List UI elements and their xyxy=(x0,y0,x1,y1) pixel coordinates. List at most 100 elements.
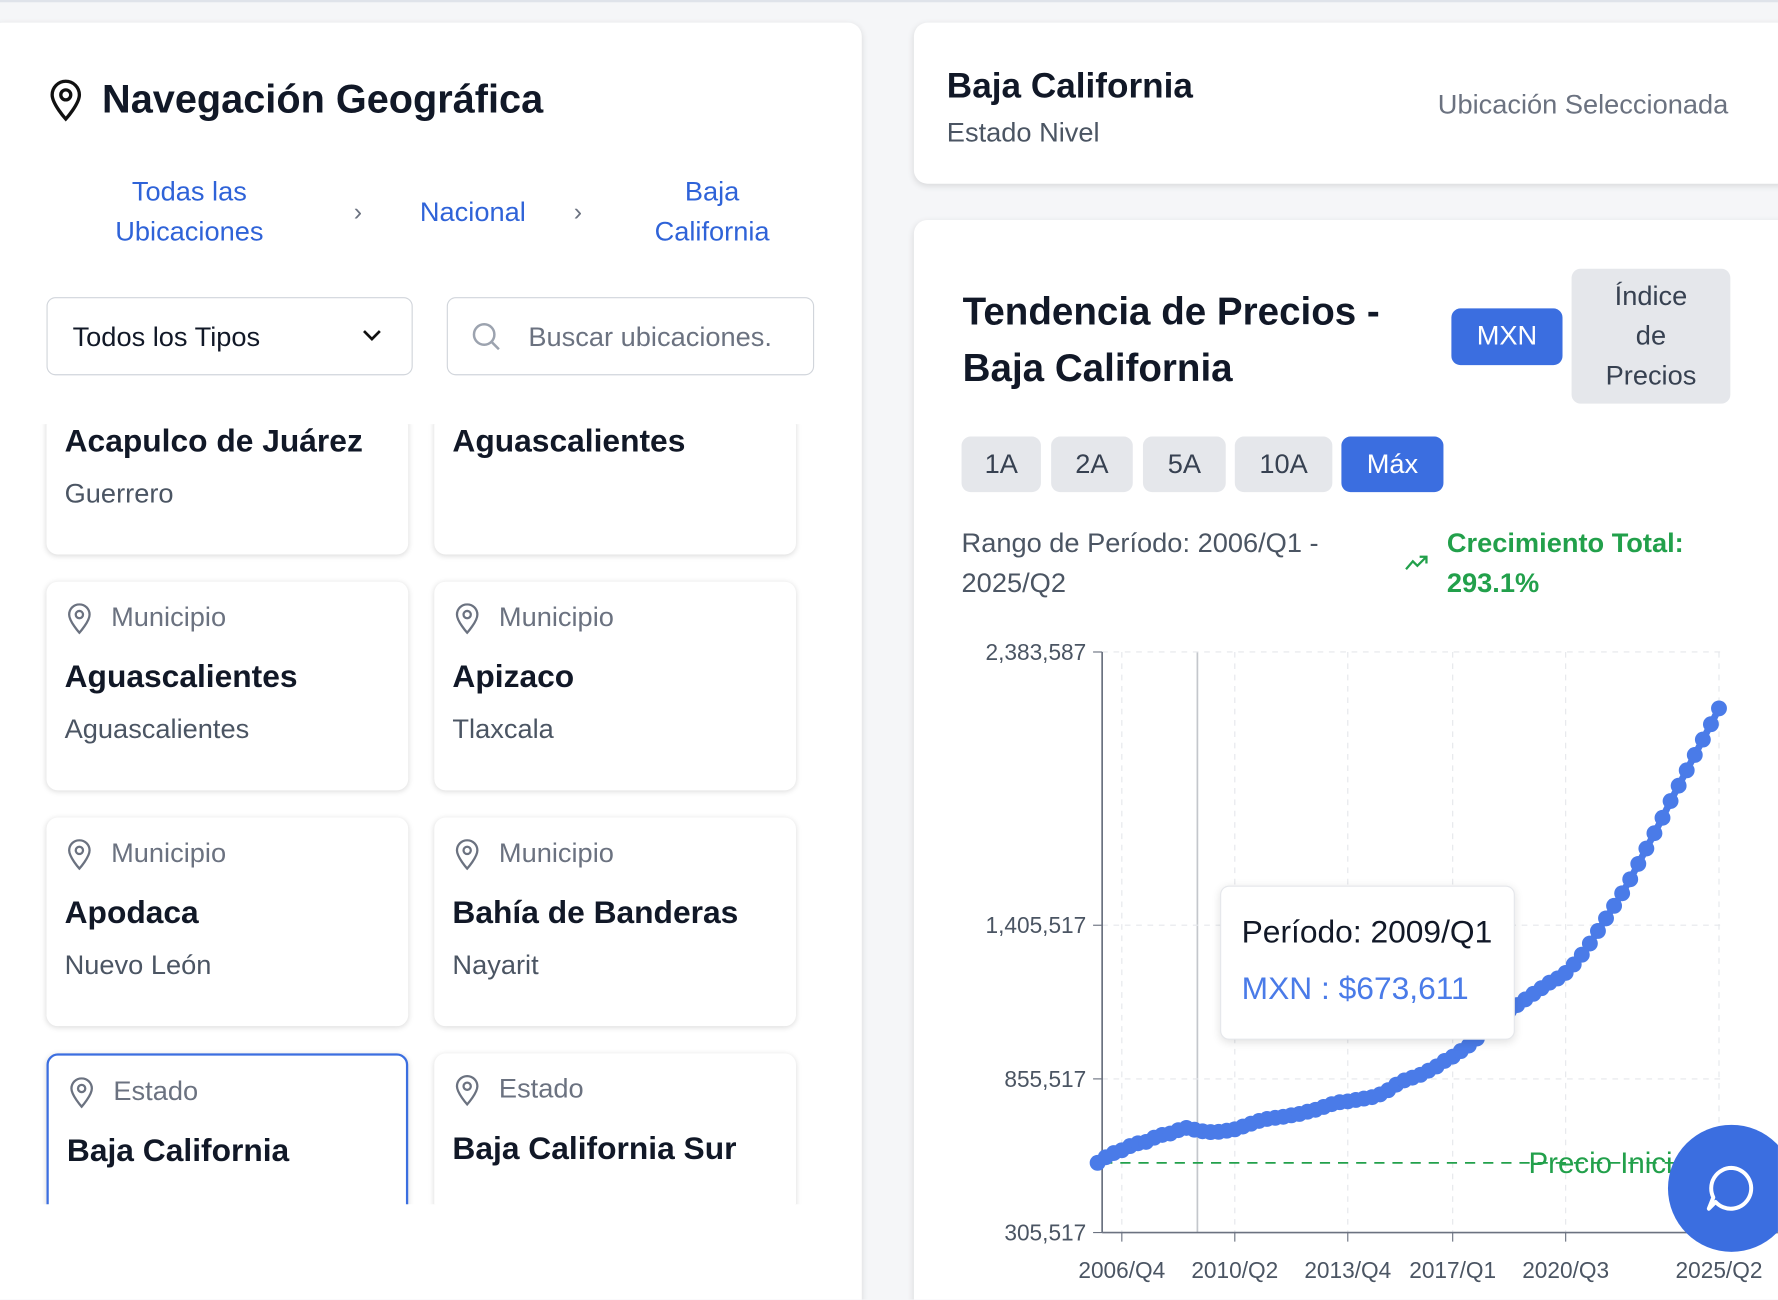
period-range: Rango de Período: 2006/Q1 - 2025/Q2 xyxy=(961,528,1319,599)
pin-icon xyxy=(68,839,91,871)
data-point xyxy=(1686,747,1703,763)
type-select[interactable]: Todos los Tipos xyxy=(46,297,413,376)
breadcrumb-separator: › xyxy=(573,197,583,226)
pin-outline xyxy=(455,1075,479,1107)
range-button[interactable]: Máx xyxy=(1341,436,1444,493)
data-point xyxy=(1702,716,1719,733)
x-tick-label: 2025/Q2 xyxy=(1676,1257,1763,1283)
data-point xyxy=(1630,855,1647,872)
location-type: Municipio xyxy=(498,602,614,633)
location-name: Aguascalientes xyxy=(452,424,686,459)
location-card[interactable]: Municipio Apodaca Nuevo León xyxy=(46,817,409,1027)
data-point xyxy=(1662,793,1679,809)
range-button[interactable]: 10A xyxy=(1234,436,1333,493)
data-point xyxy=(1678,762,1695,779)
data-point xyxy=(1622,871,1639,888)
data-point xyxy=(1590,923,1606,939)
pin-icon xyxy=(455,603,479,635)
pin-dot xyxy=(462,1081,472,1092)
y-tick-label: 855,517 xyxy=(1004,1066,1086,1092)
pin-icon xyxy=(50,79,82,122)
x-tick-label: 2020/Q3 xyxy=(1522,1257,1609,1283)
selected-location-card: Baja California Estado Nivel Ubicación S… xyxy=(913,22,1778,184)
data-point xyxy=(1606,897,1623,914)
location-card[interactable]: Aguascalientes xyxy=(434,424,796,555)
location-type: Municipio xyxy=(498,837,614,869)
location-card[interactable]: Estado Baja California xyxy=(46,1053,409,1205)
location-state: Nayarit xyxy=(452,950,539,981)
pin-icon xyxy=(68,603,91,635)
search-placeholder: Buscar ubicaciones. xyxy=(528,322,772,353)
y-tick-label: 2,383,587 xyxy=(985,639,1086,665)
data-point xyxy=(1711,700,1727,717)
location-card[interactable]: Acapulco de Juárez Guerrero xyxy=(46,424,409,555)
pin-icon xyxy=(455,839,479,871)
tooltip-value: MXN : $673,611 xyxy=(1241,970,1469,1006)
location-name: Aguascalientes xyxy=(64,658,298,694)
location-name: Acapulco de Juárez xyxy=(64,424,363,459)
range-button[interactable]: 1A xyxy=(961,436,1041,493)
trend-icon xyxy=(1405,555,1428,570)
select-value: Todos los Tipos xyxy=(72,322,261,353)
location-state: Aguascalientes xyxy=(64,714,250,745)
tooltip-period: Período: 2009/Q1 xyxy=(1241,913,1493,950)
range-button[interactable]: 5A xyxy=(1142,436,1226,493)
chart-title: Tendencia de Precios - Baja California xyxy=(962,290,1380,391)
location-card[interactable]: Estado Baja California Sur xyxy=(434,1053,796,1205)
data-point xyxy=(1670,777,1687,794)
pin-dot xyxy=(462,609,472,620)
y-tick-label: 1,405,517 xyxy=(985,912,1086,938)
location-type: Estado xyxy=(498,1073,584,1105)
index-toggle[interactable]: Índice de Precios xyxy=(1571,268,1731,404)
selected-label: Ubicación Seleccionada xyxy=(1437,89,1729,121)
pin-outline xyxy=(70,1077,93,1109)
pin-outline xyxy=(455,603,479,635)
pin-dot xyxy=(462,845,472,856)
location-type: Estado xyxy=(113,1076,199,1107)
data-point xyxy=(1614,885,1631,902)
total-growth: Crecimiento Total: 293.1% xyxy=(1446,528,1684,599)
search-input[interactable]: Buscar ubicaciones. xyxy=(446,297,815,376)
x-tick-label: 2006/Q4 xyxy=(1078,1257,1165,1283)
location-type: Municipio xyxy=(111,602,227,633)
location-card[interactable]: Municipio Apizaco Tlaxcala xyxy=(434,581,796,791)
selected-level: Estado Nivel xyxy=(946,117,1100,149)
breadcrumb-link[interactable]: Nacional xyxy=(419,197,526,228)
selected-name: Baja California xyxy=(946,65,1193,106)
reference-label: Precio Inicial xyxy=(1528,1147,1695,1180)
nav-title: Navegación Geográfica xyxy=(102,77,544,122)
currency-toggle[interactable]: MXN xyxy=(1451,308,1563,366)
chat-icon xyxy=(1706,1165,1754,1211)
tooltip: Período: 2009/Q1 MXN : $673,611 xyxy=(1220,885,1515,1040)
location-card[interactable]: Municipio Aguascalientes Aguascalientes xyxy=(46,581,409,791)
x-tick-label: 2017/Q1 xyxy=(1409,1257,1496,1283)
location-name: Apodaca xyxy=(64,894,199,930)
location-state: Guerrero xyxy=(64,478,174,510)
location-type: Municipio xyxy=(111,837,227,869)
data-point xyxy=(1598,910,1614,927)
chat-button[interactable] xyxy=(1667,1124,1778,1252)
location-name: Bahía de Banderas xyxy=(452,894,739,930)
data-point xyxy=(1638,840,1655,857)
data-point xyxy=(1646,825,1663,842)
location-card[interactable]: Municipio Bahía de Banderas Nayarit xyxy=(434,817,796,1027)
breadcrumb-link[interactable]: Todas las Ubicaciones xyxy=(115,176,264,248)
location-name: Baja California Sur xyxy=(452,1130,737,1166)
range-button[interactable]: 2A xyxy=(1051,436,1133,493)
pin-icon xyxy=(455,1075,479,1107)
pin-dot xyxy=(74,845,85,856)
data-point xyxy=(1654,809,1671,826)
pin-dot xyxy=(76,1083,87,1094)
location-state: Nuevo León xyxy=(64,950,212,981)
pin-outline xyxy=(68,839,91,871)
x-tick-label: 2013/Q4 xyxy=(1304,1257,1391,1283)
pin-outline xyxy=(68,603,91,635)
data-point xyxy=(1573,946,1590,963)
y-tick-label: 305,517 xyxy=(1004,1219,1086,1245)
breadcrumb-link[interactable]: Baja California xyxy=(654,176,770,248)
search-icon xyxy=(472,323,500,351)
pin-dot xyxy=(74,609,85,620)
